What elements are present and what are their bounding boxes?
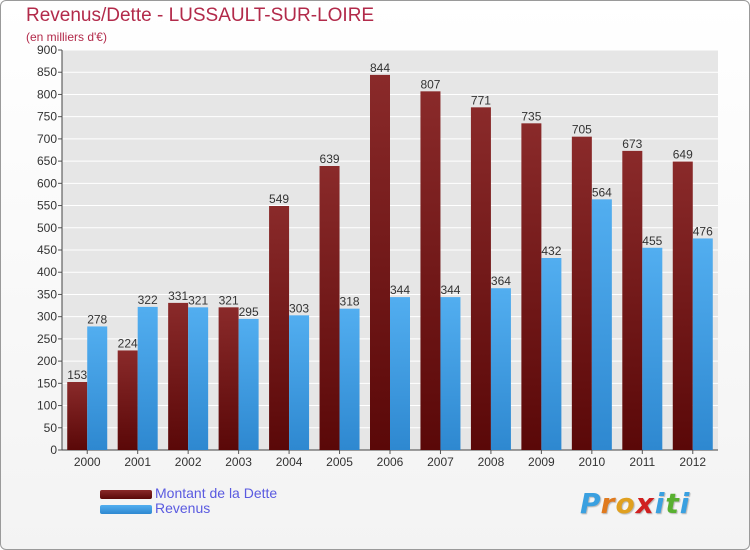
y-tick-label: 100 xyxy=(37,399,57,413)
data-label-dette: 639 xyxy=(320,152,340,166)
data-label-revenus: 476 xyxy=(693,224,713,238)
data-label-revenus: 364 xyxy=(491,274,511,288)
legend-label-dette: Montant de la Dette xyxy=(155,485,278,501)
data-label-dette: 735 xyxy=(521,109,541,123)
bar-revenus xyxy=(87,326,108,450)
bar-dette xyxy=(571,136,592,450)
y-tick-label: 800 xyxy=(37,87,57,101)
bar-revenus xyxy=(440,297,461,450)
bar-dette xyxy=(67,382,88,450)
y-tick-label: 150 xyxy=(37,376,57,390)
data-label-revenus: 303 xyxy=(289,301,309,315)
data-label-dette: 673 xyxy=(622,137,642,151)
x-tick-label: 2011 xyxy=(629,455,655,469)
bar-revenus xyxy=(188,307,209,450)
logo-letter: x xyxy=(635,487,655,520)
data-label-dette: 807 xyxy=(420,77,440,91)
data-label-dette: 649 xyxy=(673,148,693,162)
y-tick-label: 650 xyxy=(37,154,57,168)
data-label-dette: 549 xyxy=(269,192,289,206)
y-tick-label: 200 xyxy=(37,354,57,368)
y-tick-label: 450 xyxy=(37,243,57,257)
bar-dette xyxy=(168,302,189,450)
x-tick-label: 2008 xyxy=(478,455,505,469)
data-label-dette: 224 xyxy=(118,336,138,350)
bar-dette xyxy=(672,161,693,451)
y-tick-label: 550 xyxy=(37,199,57,213)
bar-dette xyxy=(218,307,239,450)
logo-letter: i xyxy=(654,487,666,520)
data-label-dette: 153 xyxy=(67,368,87,382)
chart-title: Revenus/Dette - LUSSAULT-SUR-LOIRE xyxy=(26,5,375,26)
y-tick-label: 300 xyxy=(37,310,57,324)
chart-subtitle: (en milliers d'€) xyxy=(26,30,107,44)
bar-revenus xyxy=(490,288,511,450)
data-label-dette: 705 xyxy=(572,123,592,137)
bar-dette xyxy=(470,107,491,450)
bar-revenus xyxy=(541,258,562,450)
bar-revenus xyxy=(339,308,360,450)
data-label-revenus: 344 xyxy=(390,283,410,297)
bar-dette xyxy=(370,74,390,450)
proxiti-logo: Proxiti xyxy=(580,487,690,520)
data-label-dette: 771 xyxy=(471,93,491,107)
bar-dette xyxy=(521,123,542,450)
logo-letter: t xyxy=(665,487,680,520)
logo-letter: r xyxy=(600,487,616,520)
legend-swatch-revenus xyxy=(100,505,152,514)
bar-dette xyxy=(269,206,290,450)
data-label-revenus: 295 xyxy=(239,305,259,319)
data-label-revenus: 321 xyxy=(188,293,208,307)
data-label-revenus: 278 xyxy=(87,312,107,326)
x-tick-label: 2000 xyxy=(74,455,101,469)
x-tick-label: 2001 xyxy=(124,455,151,469)
data-label-dette: 321 xyxy=(219,293,239,307)
bar-revenus xyxy=(238,318,259,450)
y-tick-label: 500 xyxy=(37,221,57,235)
bar-dette xyxy=(319,166,340,450)
bar-revenus xyxy=(642,247,663,450)
y-tick-label: 700 xyxy=(37,132,57,146)
data-label-revenus: 344 xyxy=(440,283,460,297)
x-tick-label: 2006 xyxy=(377,455,404,469)
x-tick-label: 2012 xyxy=(679,455,706,469)
x-tick-label: 2007 xyxy=(427,455,454,469)
bar-revenus xyxy=(591,199,612,450)
data-label-revenus: 564 xyxy=(592,185,612,199)
logo-letter: o xyxy=(615,487,636,520)
bar-revenus xyxy=(692,238,713,450)
bar-revenus xyxy=(137,306,158,450)
data-label-revenus: 318 xyxy=(340,295,360,309)
y-tick-label: 900 xyxy=(37,43,57,57)
data-label-dette: 331 xyxy=(168,289,188,303)
legend-swatch-dette xyxy=(100,490,152,499)
x-tick-label: 2009 xyxy=(528,455,555,469)
data-label-revenus: 432 xyxy=(541,244,561,258)
y-tick-label: 250 xyxy=(37,332,57,346)
y-tick-label: 50 xyxy=(44,421,58,435)
y-tick-label: 400 xyxy=(37,265,57,279)
y-tick-label: 750 xyxy=(37,110,57,124)
bar-dette xyxy=(622,150,643,450)
y-tick-label: 600 xyxy=(37,176,57,190)
bar-revenus xyxy=(289,315,310,450)
legend-label-revenus: Revenus xyxy=(155,500,211,516)
data-label-revenus: 322 xyxy=(138,293,158,307)
logo-letter: P xyxy=(580,487,601,520)
bar-dette xyxy=(117,350,138,450)
bar-dette xyxy=(420,91,441,450)
x-tick-label: 2003 xyxy=(225,455,252,469)
logo-letter: i xyxy=(679,487,691,520)
x-tick-label: 2004 xyxy=(276,455,303,469)
data-label-revenus: 455 xyxy=(642,234,662,248)
y-tick-label: 850 xyxy=(37,65,57,79)
x-tick-label: 2005 xyxy=(326,455,353,469)
y-tick-label: 0 xyxy=(50,443,57,457)
data-label-dette: 844 xyxy=(370,61,390,75)
x-tick-label: 2002 xyxy=(175,455,202,469)
y-tick-label: 350 xyxy=(37,287,57,301)
x-tick-label: 2010 xyxy=(578,455,605,469)
bar-revenus xyxy=(390,297,410,450)
